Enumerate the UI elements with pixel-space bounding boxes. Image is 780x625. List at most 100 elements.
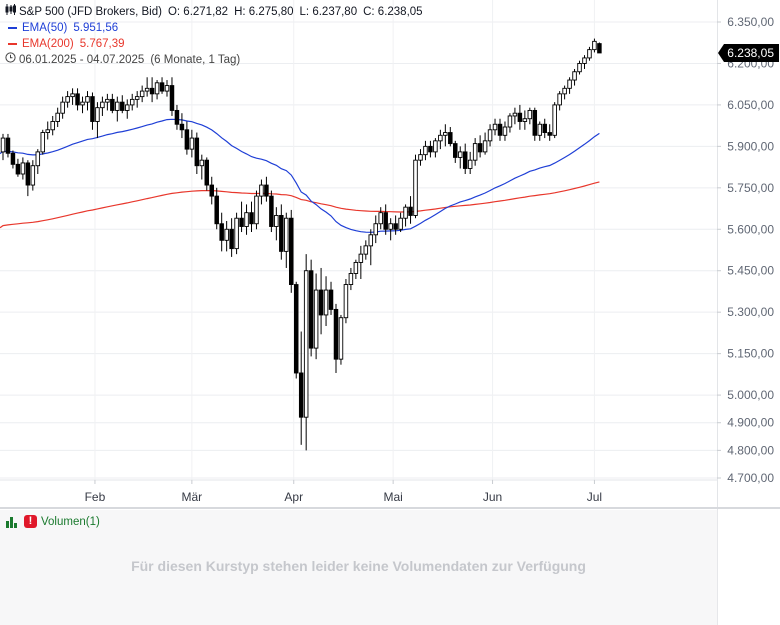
- legend-ema50-row[interactable]: EMA(50) 5.951,56: [5, 20, 423, 36]
- volume-panel: [0, 510, 717, 625]
- candle-body-up: [552, 104, 557, 136]
- x-tick-label: Mai: [383, 490, 402, 504]
- candle-body-up: [482, 140, 488, 153]
- candle-body-up: [507, 115, 513, 128]
- candle-body-down: [214, 195, 219, 225]
- candle-body-down: [249, 212, 254, 225]
- candle-body-up: [274, 215, 279, 227]
- volume-label: Volumen(1): [41, 515, 100, 528]
- y-tick-label: 5.450,00: [727, 264, 774, 278]
- candle-body-up: [313, 289, 319, 349]
- candle-body-down: [477, 143, 483, 153]
- candle-body-up: [433, 140, 438, 153]
- candle-body-up: [189, 137, 195, 150]
- candle-body-up: [502, 126, 508, 136]
- legend-range-detail: (6 Monate, 1 Tag): [150, 54, 241, 66]
- candle-body-up: [418, 154, 423, 161]
- ema50-line: [0, 118, 600, 233]
- legend-ema50-label: EMA(50): [22, 22, 68, 34]
- ema200-swatch: [8, 43, 17, 45]
- candle-body-down: [597, 43, 602, 54]
- candle-body-up: [358, 253, 364, 263]
- legend-symbol-row: S&P 500 (JFD Brokers, Bid) O: 6.271,82 H…: [5, 4, 423, 20]
- candle-body-down: [269, 195, 274, 227]
- current-price-label: 6.238,05: [727, 46, 774, 60]
- candle-body-up: [105, 98, 110, 103]
- legend-low-label: L:: [299, 6, 310, 18]
- candle-body-up: [20, 162, 26, 175]
- candle-body-up: [80, 101, 85, 106]
- candle-body-down: [428, 145, 433, 153]
- current-price-marker: [718, 43, 779, 62]
- candle-body-up: [338, 317, 344, 360]
- candle-body-up: [577, 63, 582, 73]
- candle-body-up: [60, 101, 65, 114]
- candle-body-up: [348, 273, 354, 285]
- y-tick-label: 5.150,00: [727, 347, 774, 361]
- candle-body-up: [378, 212, 383, 225]
- candle-body-up: [30, 165, 36, 186]
- y-tick-label: 5.600,00: [727, 222, 774, 236]
- candle-body-down: [174, 109, 180, 125]
- candle-body-up: [254, 195, 259, 225]
- candle-body-down: [547, 132, 552, 136]
- legend-symbol: S&P 500 (JFD Brokers, Bid): [19, 6, 162, 18]
- candle-body-up: [537, 123, 543, 136]
- candle-body-up: [353, 261, 359, 274]
- candle-body-up: [398, 217, 403, 230]
- legend-ema200-row[interactable]: EMA(200) 5.767,39: [5, 36, 423, 52]
- legend-high: 6.275,80: [248, 6, 294, 18]
- candle-body-up: [35, 151, 41, 167]
- x-tick-label: Mär: [182, 490, 203, 504]
- candle-body-up: [144, 87, 150, 92]
- candle-body-up: [363, 245, 369, 255]
- candle-body-down: [239, 217, 244, 227]
- y-tick-label: 6.050,00: [727, 98, 774, 112]
- candle-body-up: [592, 40, 597, 51]
- candle-body-down: [75, 93, 80, 106]
- x-tick-label: Jun: [483, 490, 502, 504]
- candle-body-up: [65, 96, 70, 103]
- candle-body-up: [85, 96, 90, 103]
- candle-body-up: [373, 223, 379, 236]
- candle-body-down: [383, 212, 388, 230]
- candle-body-up: [323, 289, 329, 316]
- candle-body-up: [134, 96, 140, 100]
- legend-range-row: 06.01.2025 - 04.07.2025 (6 Monate, 1 Tag…: [5, 52, 423, 68]
- candle-body-up: [512, 112, 518, 117]
- candle-body-up: [403, 206, 408, 219]
- candle-body-up: [443, 132, 448, 136]
- candle-body-up: [124, 104, 130, 111]
- legend-range: 06.01.2025 - 04.07.2025: [19, 54, 145, 66]
- candle-body-up: [562, 87, 567, 95]
- candle-body-up: [0, 137, 6, 153]
- warning-icon[interactable]: !: [24, 515, 37, 528]
- candle-body-down: [25, 162, 31, 186]
- candle-body-up: [492, 123, 498, 131]
- legend-open-label: O:: [167, 6, 181, 18]
- y-tick-label: 5.900,00: [727, 139, 774, 153]
- candle-body-down: [209, 184, 214, 197]
- candle-body-up: [388, 223, 393, 230]
- y-tick-label: 5.000,00: [727, 388, 774, 402]
- candle-body-down: [393, 223, 398, 230]
- volume-unavailable-message: Für diesen Kurstyp stehen leider keine V…: [131, 558, 586, 574]
- x-tick-label: Feb: [85, 490, 106, 504]
- candle-body-up: [567, 79, 572, 89]
- candle-body-down: [279, 215, 284, 252]
- volume-axis-strip: [717, 510, 780, 625]
- candle-body-up: [100, 101, 105, 109]
- candle-body-down: [408, 206, 413, 216]
- candle-body-down: [179, 123, 185, 131]
- candle-body-up: [487, 129, 493, 142]
- candle-body-up: [368, 234, 374, 247]
- candle-body-down: [159, 82, 165, 92]
- legend-low: 6.237,80: [312, 6, 358, 18]
- candle-body-up: [557, 93, 562, 106]
- candle-body-down: [110, 98, 115, 111]
- candle-body-down: [448, 132, 453, 145]
- candle-body-up: [154, 82, 160, 95]
- legend-close-label: C:: [363, 6, 375, 18]
- candle-body-up: [129, 98, 135, 106]
